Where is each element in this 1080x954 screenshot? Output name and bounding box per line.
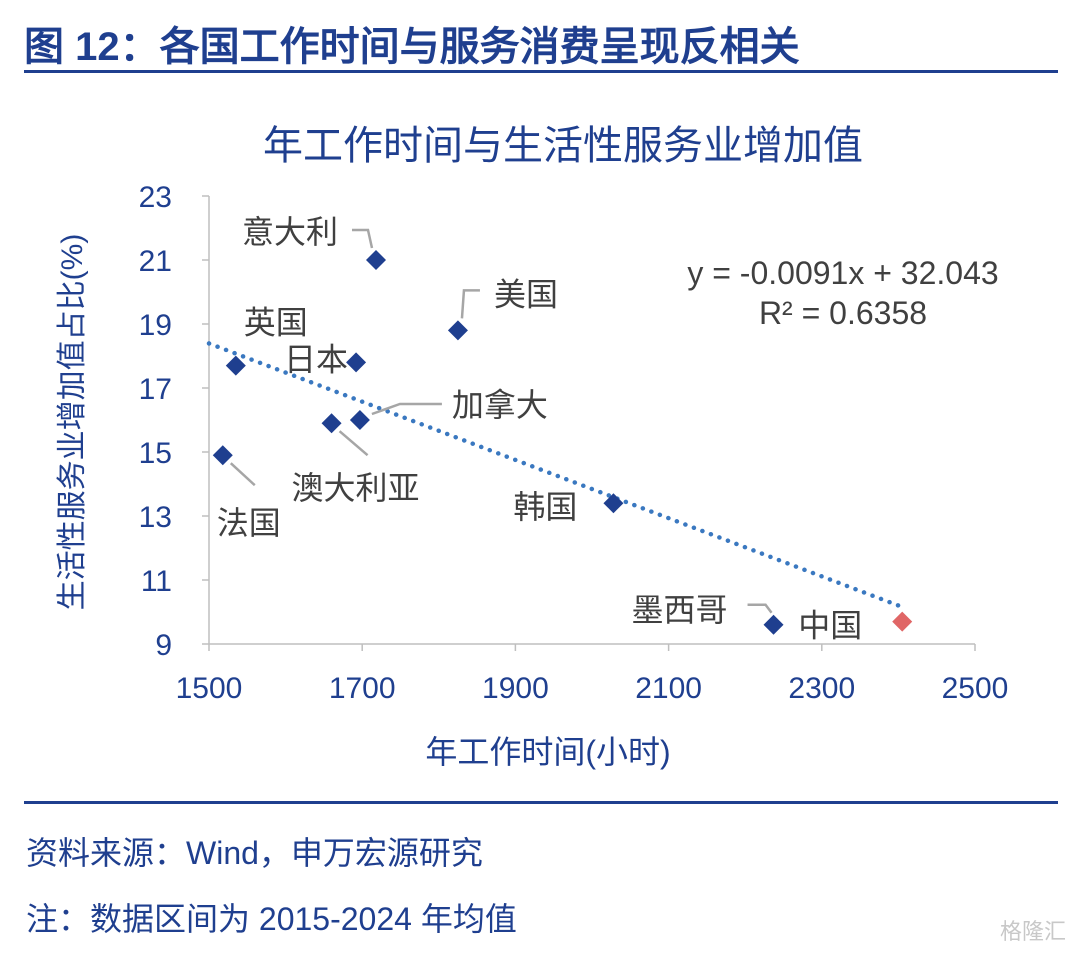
source-note: 资料来源：Wind，申万宏源研究 (26, 835, 483, 871)
point-label: 澳大利亚 (292, 470, 420, 506)
leader-lines (229, 228, 773, 614)
x-tick-label: 1700 (329, 672, 396, 705)
top-rule (24, 70, 1058, 73)
trend-r-squared: R² = 0.6358 (759, 295, 927, 331)
leader-line (371, 402, 442, 416)
y-tick-label: 23 (139, 181, 172, 214)
leader-line (338, 430, 369, 457)
point-label: 中国 (798, 608, 862, 644)
leader-line (460, 289, 480, 319)
y-tick-label: 15 (139, 437, 172, 470)
trend-equation: y = -0.0091x + 32.043 (687, 255, 998, 291)
leader-line (747, 603, 773, 614)
y-tick-label: 13 (139, 501, 172, 534)
chart-title: 年工作时间与生活性服务业增加值 (263, 124, 863, 168)
figure-title: 图 12：各国工作时间与服务消费呈现反相关 (24, 25, 800, 69)
data-point (321, 413, 342, 434)
data-points (212, 250, 913, 635)
point-label: 墨西哥 (632, 592, 728, 628)
point-label: 韩国 (513, 489, 577, 525)
bottom-rule (24, 801, 1058, 804)
y-tick-label: 9 (155, 629, 172, 662)
x-tick-label: 1900 (482, 672, 549, 705)
data-range-note: 注：数据区间为 2015-2024 年均值 (26, 901, 517, 937)
leader-line (351, 228, 374, 249)
data-point (212, 445, 233, 466)
x-axis-label: 年工作时间(小时) (425, 734, 670, 770)
data-point (447, 320, 468, 341)
point-label: 法国 (217, 505, 281, 541)
axes (202, 195, 976, 651)
data-point (225, 355, 246, 376)
y-axis-label: 生活性服务业增加值占比(%) (56, 234, 89, 611)
x-tick-label: 2300 (788, 672, 855, 705)
x-tick-label: 1500 (176, 672, 243, 705)
watermark: 格隆汇 (999, 919, 1066, 944)
data-point (349, 410, 370, 430)
data-point (346, 352, 367, 373)
x-tick-label: 2500 (942, 672, 1009, 705)
point-label: 美国 (494, 276, 558, 312)
data-point (892, 611, 913, 632)
data-point (603, 493, 624, 514)
y-tick-label: 17 (139, 373, 172, 406)
point-label: 日本 (284, 341, 348, 377)
point-label: 加拿大 (452, 387, 548, 423)
y-tick-label: 21 (139, 245, 172, 278)
y-tick-labels: 9 11 13 15 17 19 21 23 (139, 181, 172, 662)
y-tick-label: 11 (141, 565, 172, 598)
point-label: 英国 (244, 305, 308, 341)
point-label: 意大利 (242, 214, 338, 250)
x-tick-labels: 1500 1700 1900 2100 2300 2500 (176, 672, 1009, 705)
leader-line (229, 462, 256, 487)
scatter-chart: 年工作时间与生活性服务业增加值 1500 1700 1900 2100 2300 2500… (56, 124, 1009, 770)
data-point (365, 250, 386, 270)
y-tick-label: 19 (139, 309, 172, 342)
x-tick-label: 2100 (635, 672, 702, 705)
data-point (763, 614, 784, 635)
